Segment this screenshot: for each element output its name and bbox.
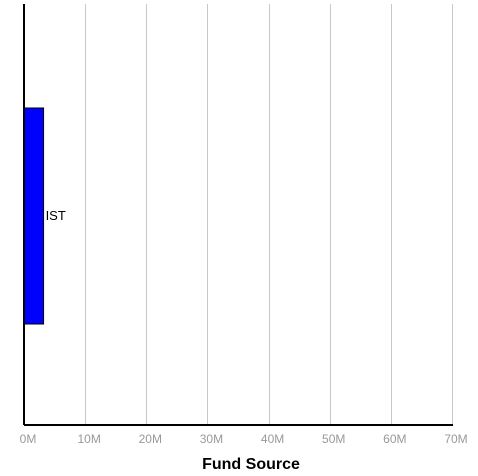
bar-ist	[23, 107, 45, 325]
grid-lines	[24, 4, 453, 425]
x-tick-label-7: 70M	[444, 432, 467, 446]
x-tick-label-5: 50M	[322, 432, 345, 446]
bars: IST	[23, 107, 66, 325]
axes	[23, 4, 453, 426]
x-tick-label-2: 20M	[139, 432, 162, 446]
x-tick-label-3: 30M	[200, 432, 223, 446]
x-tick-label-1: 10M	[77, 432, 100, 446]
x-tick-label-6: 60M	[383, 432, 406, 446]
x-tick-labels: 0M 10M 20M 30M 40M 50M 60M 70M	[20, 432, 468, 446]
x-axis-title: Fund Source	[202, 456, 300, 473]
x-tick-label-0: 0M	[20, 432, 37, 446]
x-tick-label-4: 40M	[261, 432, 284, 446]
bar-label-ist: IST	[46, 208, 66, 223]
